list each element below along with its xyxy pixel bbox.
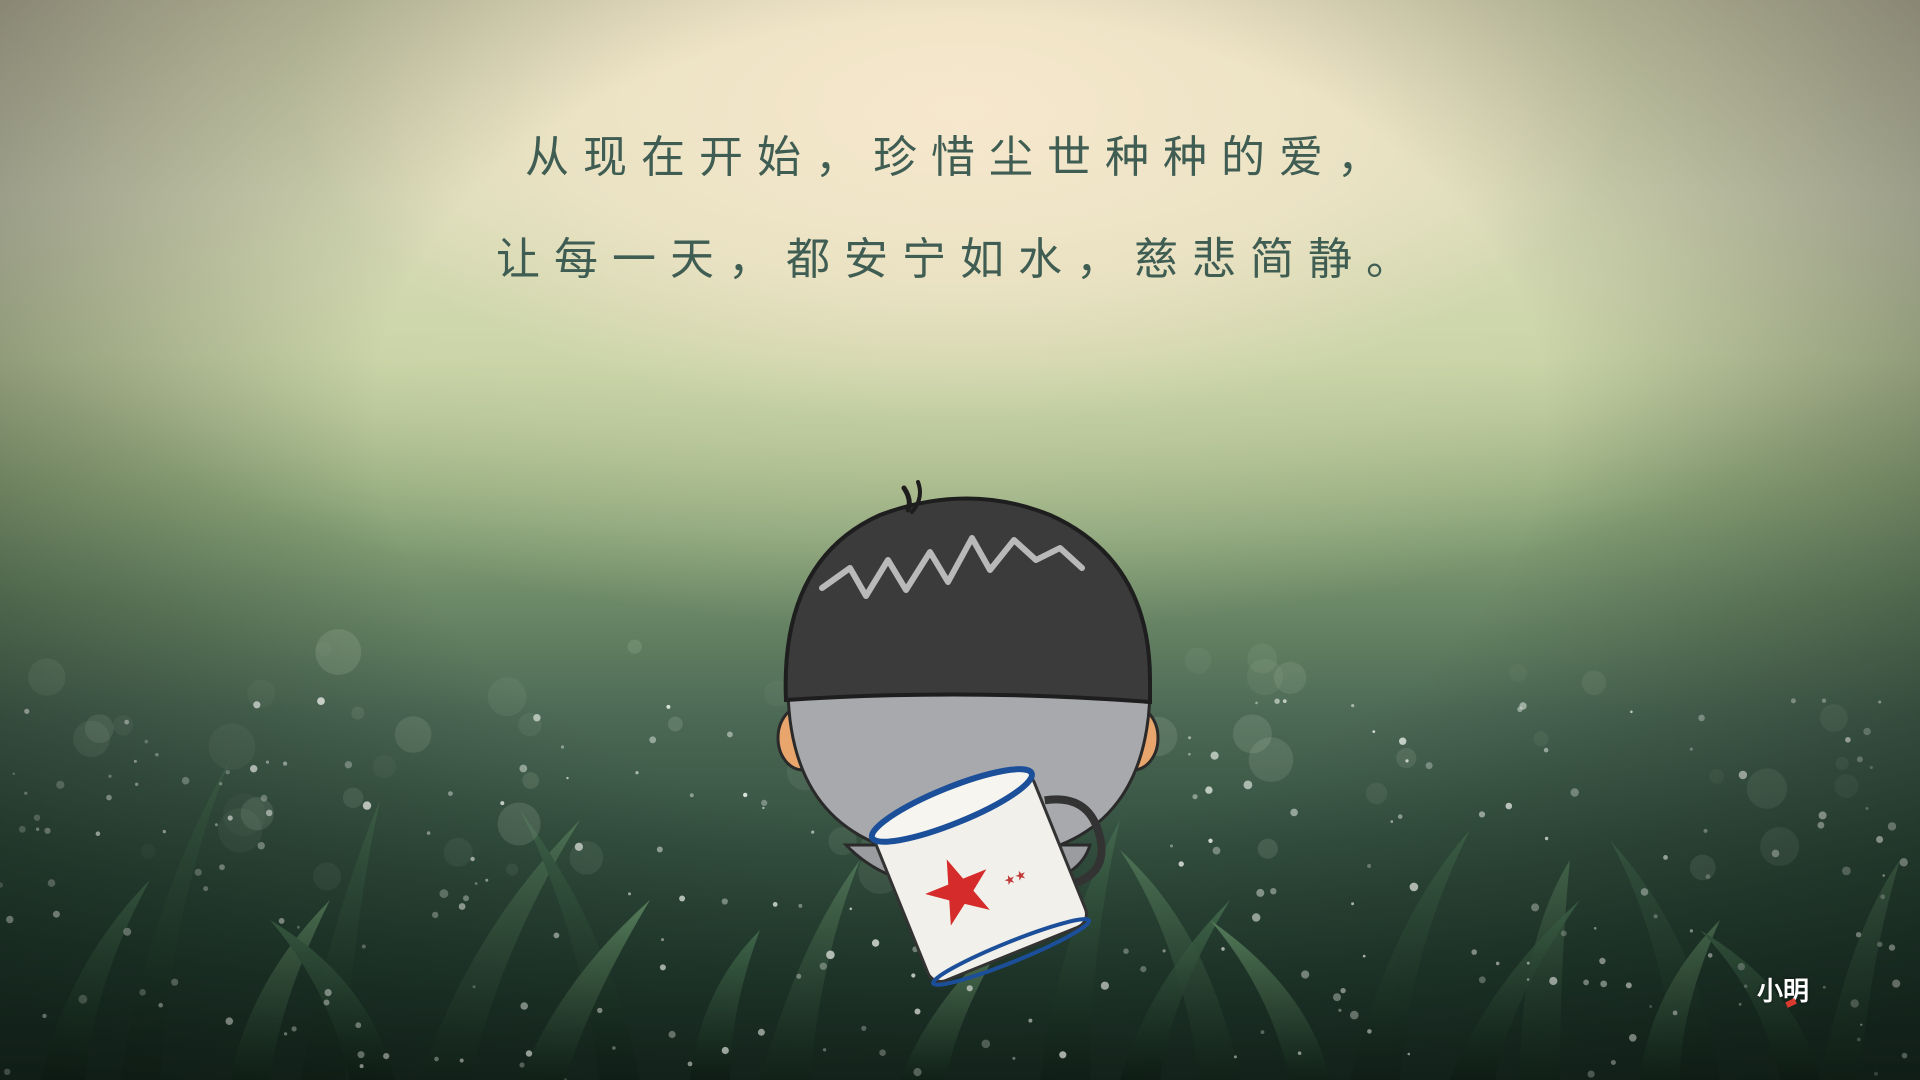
artist-signature: 小明 bbox=[1757, 977, 1810, 1007]
hair-icon bbox=[783, 496, 1152, 705]
caption-line-1: 从现在开始，珍惜尘世种种的爱， bbox=[525, 132, 1395, 183]
enamel-mug-star-icon: ★★ bbox=[868, 766, 1106, 987]
caption-line-2: 让每一天，都安宁如水，慈悲简静。 bbox=[496, 234, 1424, 285]
caption: 从现在开始，珍惜尘世种种的爱， 让每一天，都安宁如水，慈悲简静。 bbox=[0, 128, 1920, 290]
